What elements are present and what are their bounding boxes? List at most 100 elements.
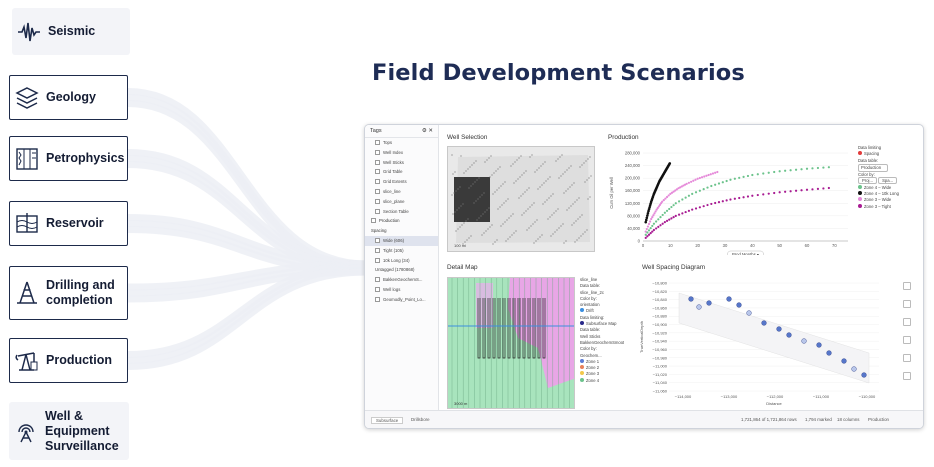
data-point — [651, 224, 654, 228]
legend-series-label: Zone 3 – Tight — [864, 203, 891, 209]
well-point — [861, 372, 867, 378]
tag-item[interactable]: slice_plane — [365, 197, 438, 207]
data-point — [682, 184, 685, 187]
well-marker — [518, 197, 520, 199]
y-axis-label: TrueVerticalDepth — [639, 321, 644, 353]
data-point — [661, 213, 664, 217]
well-point — [706, 300, 712, 306]
color-by-select-b[interactable]: Spa... — [878, 177, 898, 185]
tool-icon[interactable] — [903, 318, 911, 326]
data-point — [773, 191, 776, 195]
data-point — [649, 232, 652, 235]
tag-item[interactable]: Untagged (1780868) — [365, 265, 438, 275]
well-marker — [476, 219, 478, 221]
tag-item[interactable]: Tops — [365, 138, 438, 148]
tool-icon[interactable] — [903, 354, 911, 362]
data-point — [714, 183, 717, 186]
well-spacing-chart[interactable]: −10,800 −10,820 −10,840 −10,860 −10,880 −10,9… — [635, 275, 897, 409]
tag-item[interactable]: Wide (606) — [365, 235, 438, 246]
well-marker — [514, 161, 516, 163]
legend-series[interactable]: Zone 3 – Tight — [858, 203, 920, 210]
tag-item[interactable]: BakkenGeochemS... — [365, 275, 438, 285]
well-marker — [543, 182, 545, 184]
category-card-geology[interactable]: Geology — [9, 75, 128, 120]
data-point — [651, 230, 654, 233]
well-selection-map[interactable]: 100 mi — [447, 146, 595, 252]
tag-item[interactable]: Tight (105) — [365, 246, 438, 256]
data-table-select[interactable]: Production — [858, 163, 888, 173]
legend-text: Well Sticks — [580, 333, 601, 339]
tool-icon[interactable] — [903, 372, 911, 380]
map-scale: 3000 m — [454, 401, 468, 406]
well-marker — [470, 235, 472, 237]
category-card-seismic[interactable]: Seismic — [12, 8, 130, 55]
tag-item[interactable]: Well Index — [365, 148, 438, 158]
tag-item[interactable]: Well Sticks — [365, 158, 438, 168]
data-point — [811, 188, 814, 191]
well-marker — [466, 239, 468, 241]
well-marker — [588, 177, 590, 179]
data-point — [696, 177, 699, 180]
tag-item[interactable]: Grid Extents — [365, 177, 438, 187]
layers-icon — [14, 85, 40, 111]
well-point — [816, 342, 822, 348]
tab-drillsbore[interactable]: Drillsbore — [411, 417, 430, 422]
well-marker — [460, 205, 462, 207]
category-card-surveillance[interactable]: Well & Equipment Surveillance — [9, 402, 129, 460]
tool-icon[interactable] — [903, 282, 911, 290]
data-point — [655, 227, 658, 230]
well-marker — [500, 185, 502, 187]
lateral-well — [497, 298, 501, 359]
tool-icon[interactable] — [903, 300, 911, 308]
close-icon[interactable]: ⚙ ✕ — [421, 128, 433, 134]
tag-item[interactable]: Grid Table — [365, 167, 438, 177]
legend-series-label: Zone 4 – Wide — [864, 184, 892, 190]
well-marker — [507, 238, 509, 240]
category-card-production[interactable]: Production — [9, 338, 128, 383]
legend-text: BakkenGeochemSmooth — [580, 339, 624, 345]
well-point — [736, 302, 742, 308]
well-marker — [477, 198, 479, 200]
detail-map[interactable]: 3000 m — [447, 277, 575, 409]
well-marker — [497, 168, 499, 170]
tool-icon[interactable] — [903, 336, 911, 344]
tag-item[interactable]: slice_line — [365, 187, 438, 197]
tag-item[interactable]: Well logs — [365, 285, 438, 295]
well-marker — [525, 170, 527, 172]
color-by-select-a[interactable]: Proj... — [858, 177, 877, 185]
data-point — [645, 216, 649, 220]
category-card-reservoir[interactable]: Reservoir — [9, 201, 128, 246]
category-card-petrophysics[interactable]: Petrophysics — [9, 136, 128, 181]
y-tick-label: −10,980 — [652, 355, 667, 360]
tag-item[interactable]: Geomodly_Point_Lo... — [365, 295, 438, 305]
tag-item[interactable]: Production — [365, 216, 438, 226]
tag-item[interactable]: Section Table — [365, 207, 438, 217]
well-marker — [498, 187, 500, 189]
legend-entry: Zone 4 — [580, 377, 624, 384]
category-card-drilling[interactable]: Drilling and completion — [9, 266, 128, 320]
well-marker — [534, 221, 536, 223]
y-tick-label: −11,000 — [653, 364, 668, 369]
legend-item-spacing: Spacing — [864, 151, 880, 157]
tag-item[interactable]: Spacing — [365, 226, 438, 236]
data-point — [664, 197, 667, 200]
data-point — [805, 167, 809, 170]
production-legend: Data limiting Spacing Data table: Produc… — [858, 145, 920, 210]
well-marker — [474, 181, 476, 183]
document-icon — [375, 188, 380, 194]
well-marker — [583, 162, 585, 164]
legend-series[interactable]: Zone 4 – Wide — [858, 184, 920, 191]
tag-item[interactable]: 10k Long (34) — [365, 256, 438, 266]
production-chart[interactable]: 0 40,000 80,000 120,000 160,000 200,000 240,00… — [605, 143, 855, 255]
formation-band — [678, 292, 870, 384]
tab-subsurface[interactable]: Subsurface — [371, 417, 404, 424]
well-marker — [590, 175, 592, 177]
data-point — [822, 166, 825, 169]
data-point — [658, 203, 662, 206]
legend-series[interactable]: Zone 4 – 10k Long — [858, 191, 920, 197]
legend-entry: Data table: — [580, 327, 624, 333]
well-marker — [505, 200, 507, 202]
legend-series[interactable]: Zone 3 – Wide — [858, 197, 920, 203]
well-marker — [561, 154, 563, 156]
well-marker — [486, 209, 488, 211]
